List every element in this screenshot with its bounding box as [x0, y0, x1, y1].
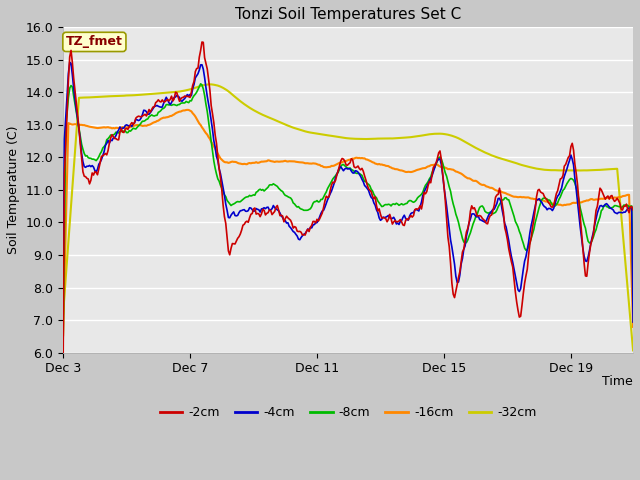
- Y-axis label: Soil Temperature (C): Soil Temperature (C): [7, 126, 20, 254]
- Legend: -2cm, -4cm, -8cm, -16cm, -32cm: -2cm, -4cm, -8cm, -16cm, -32cm: [154, 401, 541, 424]
- Text: TZ_fmet: TZ_fmet: [66, 36, 123, 48]
- Text: Time: Time: [602, 375, 633, 388]
- Title: Tonzi Soil Temperatures Set C: Tonzi Soil Temperatures Set C: [235, 7, 461, 22]
